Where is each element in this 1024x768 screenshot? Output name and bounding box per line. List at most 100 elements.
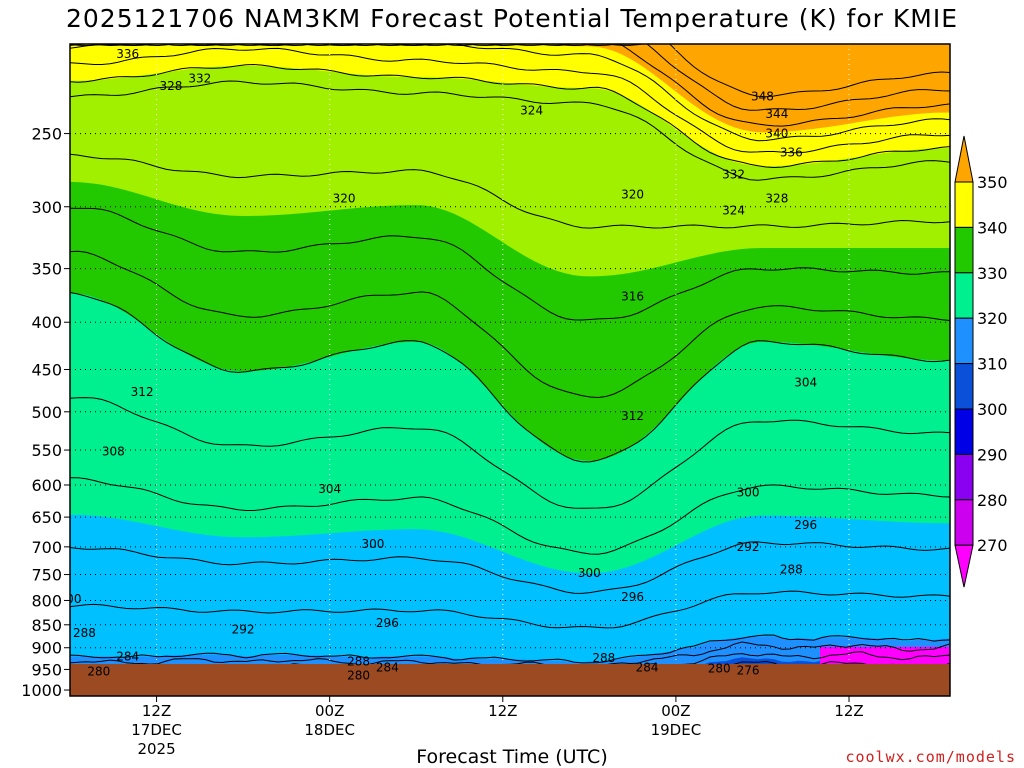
contour-label: 280 bbox=[87, 665, 110, 679]
contour-label: 288 bbox=[73, 626, 96, 640]
x-tick-label: 12Z bbox=[834, 702, 863, 720]
colorbar-label: 270 bbox=[977, 536, 1008, 555]
contour-labels: 336 332 328 324 348 344 340 336 332 328 324 320 320 3… bbox=[59, 47, 817, 682]
contour-label: 324 bbox=[520, 103, 543, 117]
contour-label: 284 bbox=[116, 650, 139, 664]
colorbar-label: 310 bbox=[977, 355, 1008, 374]
contour-label: 280 bbox=[708, 662, 731, 676]
x-tick-sub: 18DEC bbox=[304, 721, 355, 739]
y-tick-label: 400 bbox=[31, 313, 62, 332]
contour-label: 312 bbox=[621, 409, 644, 423]
ground-layer bbox=[70, 664, 950, 696]
contour-label: 288 bbox=[592, 651, 615, 665]
colorbar-top-arrow bbox=[954, 135, 974, 183]
colorbar-label: 350 bbox=[977, 173, 1008, 192]
contour-label: 296 bbox=[621, 590, 644, 604]
colorbar-label: 290 bbox=[977, 445, 1008, 464]
contour-label: 300 bbox=[578, 566, 601, 580]
y-tick-label: 500 bbox=[31, 403, 62, 422]
y-tick-label: 950 bbox=[31, 660, 62, 679]
contour-332 bbox=[70, 153, 950, 229]
ground-fill bbox=[70, 664, 950, 696]
contour-300 bbox=[70, 634, 950, 664]
contour-label: 348 bbox=[751, 90, 774, 104]
contour-324 bbox=[70, 250, 950, 399]
y-tick-label: 700 bbox=[31, 538, 62, 557]
x-tick-label: 00Z bbox=[661, 702, 690, 720]
source-credit: coolwx.com/models bbox=[845, 748, 1016, 766]
x-tick-sub: 17DEC bbox=[131, 721, 182, 739]
y-tick-label: 250 bbox=[31, 125, 62, 144]
contour-308 bbox=[70, 541, 950, 594]
colorbar-segment bbox=[954, 272, 974, 319]
contour-label: 316 bbox=[621, 289, 644, 303]
colorbar-label: 340 bbox=[977, 218, 1008, 237]
contour-label: 332 bbox=[722, 168, 745, 182]
chart-title: 2025121706 NAM3KM Forecast Potential Tem… bbox=[65, 4, 958, 33]
contour-label: 296 bbox=[794, 518, 817, 532]
x-tick-label: 00Z bbox=[315, 702, 344, 720]
y-tick-label: 450 bbox=[31, 361, 62, 380]
contour-label: 304 bbox=[318, 482, 341, 496]
contour-label: 284 bbox=[636, 660, 659, 674]
y-tick-label: 1000 bbox=[21, 681, 62, 700]
contour-label: 292 bbox=[737, 540, 760, 554]
contour-356 bbox=[89, 44, 950, 111]
colorbar-segment bbox=[954, 181, 974, 228]
x-tick-sub2: 2025 bbox=[137, 740, 175, 758]
contour-340 bbox=[70, 63, 950, 169]
y-axis: 250 300 350 400 450 500 550 600 650 700 750 800 850 9… bbox=[21, 125, 70, 700]
contour-label: 300 bbox=[737, 485, 760, 499]
contour-label: 320 bbox=[333, 192, 356, 206]
contour-label: 288 bbox=[780, 563, 803, 577]
colorbar-segment bbox=[954, 226, 974, 274]
y-tick-label: 900 bbox=[31, 639, 62, 658]
y-tick-label: 800 bbox=[31, 591, 62, 610]
contour-label: 312 bbox=[131, 385, 154, 399]
contour-label: 296 bbox=[376, 616, 399, 630]
y-tick-label: 750 bbox=[31, 566, 62, 585]
contour-label: 320 bbox=[621, 188, 644, 202]
contour-label: 292 bbox=[232, 622, 255, 636]
contour-label: 336 bbox=[780, 145, 803, 159]
y-tick-label: 350 bbox=[31, 260, 62, 279]
contour-label: 340 bbox=[765, 127, 788, 141]
colorbar-label: 320 bbox=[977, 309, 1008, 328]
contour-312 bbox=[70, 477, 950, 555]
contour-label: 308 bbox=[102, 445, 125, 459]
contour-label: 280 bbox=[347, 668, 370, 682]
y-tick-label: 850 bbox=[31, 616, 62, 635]
contour-label: 288 bbox=[347, 654, 370, 668]
colorbar-bottom-arrow bbox=[954, 544, 974, 588]
y-tick-label: 600 bbox=[31, 476, 62, 495]
y-tick-label: 300 bbox=[31, 198, 62, 217]
contour-304 bbox=[70, 590, 950, 629]
contour-344 bbox=[70, 47, 950, 154]
contour-label: 324 bbox=[722, 204, 745, 218]
y-tick-label: 650 bbox=[31, 508, 62, 527]
contour-label: 332 bbox=[188, 72, 211, 86]
contour-336 bbox=[70, 80, 950, 181]
colorbar-segment bbox=[954, 499, 974, 546]
contour-label: 284 bbox=[376, 660, 399, 674]
colorbar-label: 330 bbox=[977, 264, 1008, 283]
y-tick-label: 550 bbox=[31, 441, 62, 460]
contour-label: 300 bbox=[59, 592, 82, 606]
contour-label: 300 bbox=[361, 537, 384, 551]
contour-label: 344 bbox=[765, 107, 788, 121]
colorbar-label: 300 bbox=[977, 400, 1008, 419]
colorbar-segment bbox=[954, 453, 974, 501]
contour-360 bbox=[70, 44, 950, 98]
colorbar-label: 280 bbox=[977, 491, 1008, 510]
x-tick-label: 12Z bbox=[488, 702, 517, 720]
colorbar-segment bbox=[954, 317, 974, 365]
contour-328 bbox=[70, 207, 950, 321]
contour-320 bbox=[70, 292, 950, 463]
contour-label: 328 bbox=[765, 192, 788, 206]
contour-label: 304 bbox=[794, 376, 817, 390]
contour-label: 336 bbox=[116, 47, 139, 61]
x-axis-label: Forecast Time (UTC) bbox=[416, 746, 608, 768]
x-tick-label: 12Z bbox=[142, 702, 171, 720]
